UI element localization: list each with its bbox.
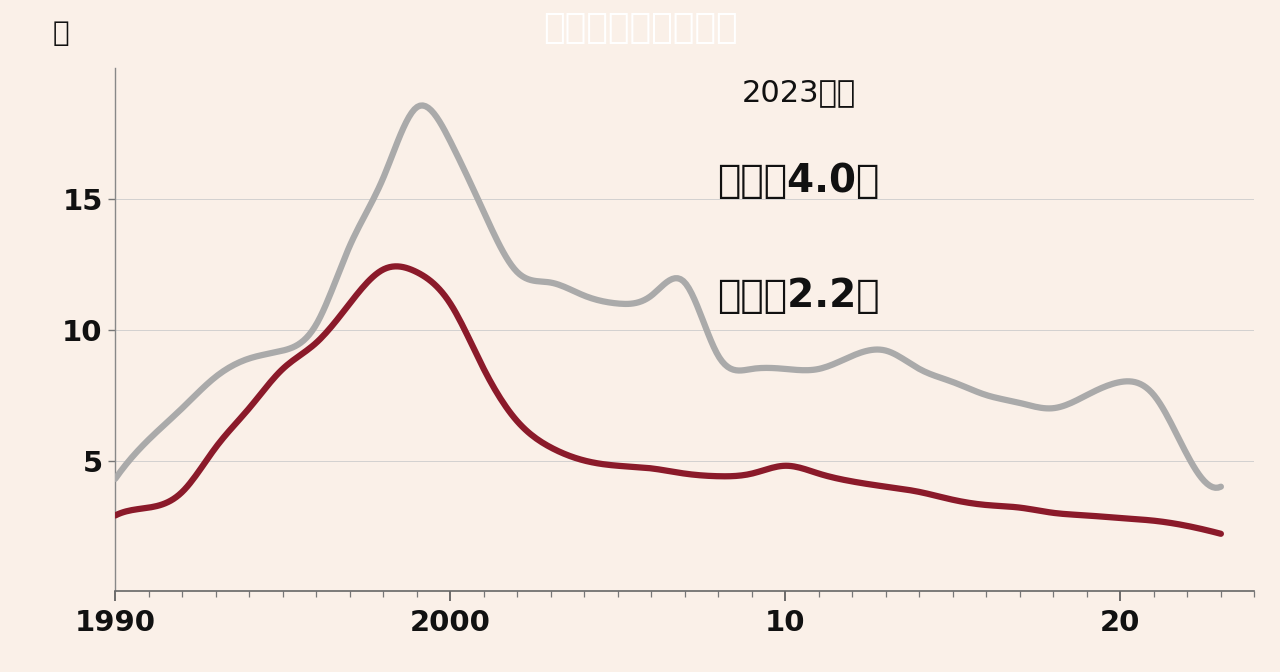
Text: 2023年度: 2023年度: [741, 79, 856, 108]
Text: 教員採用試験の倍率: 教員採用試験の倍率: [543, 11, 737, 45]
Text: 倍: 倍: [52, 19, 69, 47]
Text: 小学校2.2倍: 小学校2.2倍: [717, 278, 881, 315]
Text: 中学校4.0倍: 中学校4.0倍: [718, 162, 879, 200]
